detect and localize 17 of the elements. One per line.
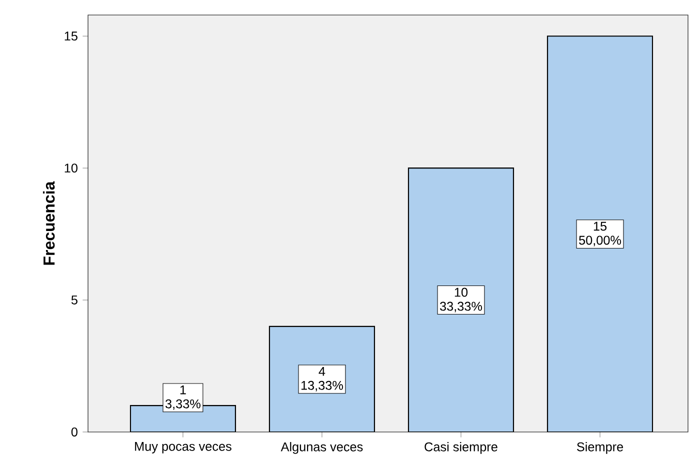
y-tick-label: 0	[71, 428, 78, 436]
x-tick-label: Siempre	[577, 442, 624, 454]
data-label: 1	[180, 386, 186, 394]
annotation: 50,00%	[579, 236, 622, 246]
y-tick-label: 15	[64, 32, 78, 41]
annotation: 3,33%	[165, 399, 200, 410]
annotation: 13,33%	[301, 380, 343, 392]
data-label: 10	[454, 288, 468, 297]
annotation: 33,33%	[440, 302, 482, 312]
x-tick-label: Algunas veces	[280, 442, 363, 454]
y-tick-label: 5	[71, 296, 78, 304]
y-axis-title: Frecuencia	[42, 181, 55, 265]
x-tick-label: Casi siempre	[424, 442, 498, 454]
x-tick-label: Muy pocas veces	[135, 442, 232, 454]
y-tick-label: 10	[64, 164, 78, 173]
data-label: 15	[594, 222, 607, 231]
data-label: 4	[318, 367, 326, 376]
